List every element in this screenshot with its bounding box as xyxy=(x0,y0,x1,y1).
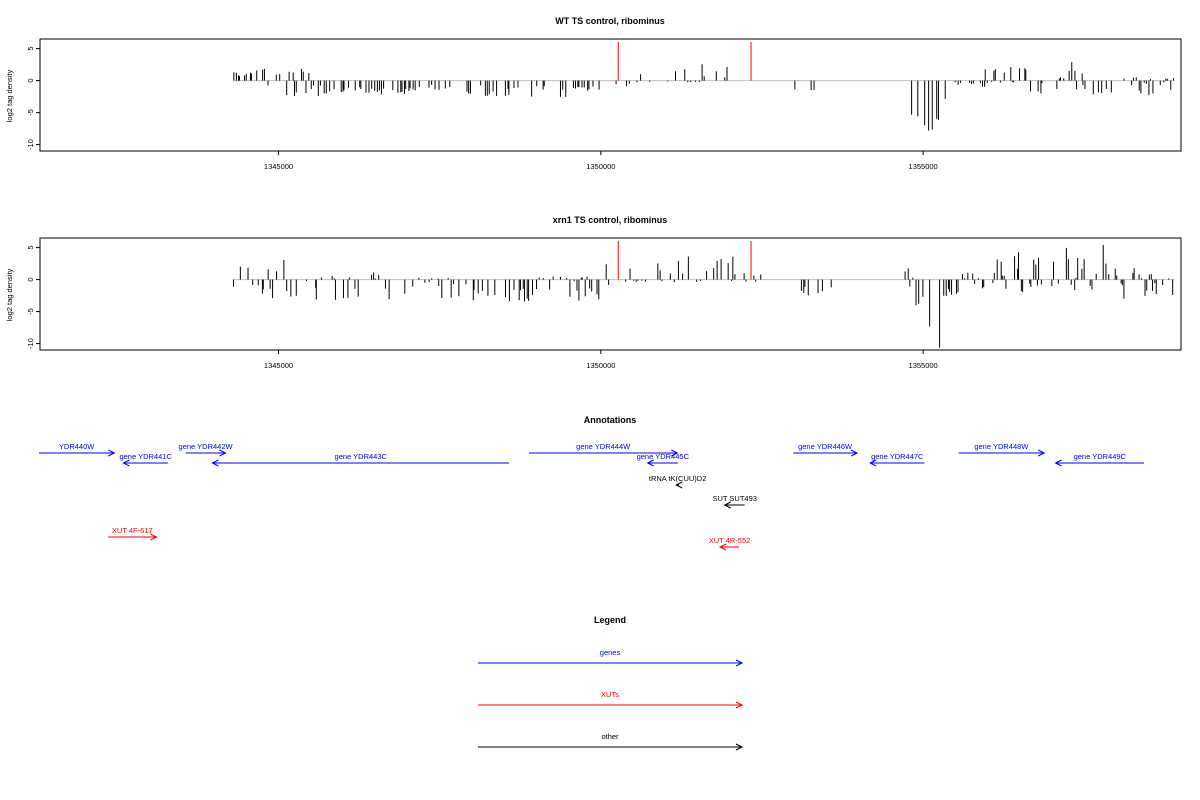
feature: gene YDR444W xyxy=(529,442,679,457)
feature-label: gene YDR446W xyxy=(798,442,853,451)
feature: XUT 4R-552 xyxy=(709,536,751,551)
arrow-head xyxy=(122,459,130,467)
plot-frame xyxy=(39,38,1182,152)
arrow-head xyxy=(211,459,219,467)
density-bars xyxy=(233,42,1175,131)
y-tick-label: -5 xyxy=(26,109,35,116)
arrow-head xyxy=(219,449,227,457)
x-tick-label: 1345000 xyxy=(264,361,293,370)
legend-label: genes xyxy=(600,648,621,657)
y-tick-label: -10 xyxy=(26,338,35,349)
feature-label: gene YDR447C xyxy=(871,452,924,461)
legend-items: genes XUTs other xyxy=(478,648,744,751)
arrow-head xyxy=(850,449,859,457)
arrow-head xyxy=(719,543,727,551)
arrow-head xyxy=(1054,459,1062,467)
chart-title: xrn1 TS control, ribominus xyxy=(553,215,668,225)
y-axis: 5 0 -5 -10 xyxy=(26,47,41,150)
y-tick-label: -10 xyxy=(26,139,35,150)
x-axis: 1345000 1350000 1355000 xyxy=(264,150,938,171)
track-panel-wt: WT TS control, ribominus log2 tag densit… xyxy=(5,16,1182,171)
x-tick-label: 1355000 xyxy=(909,361,938,370)
density-bars xyxy=(232,241,1175,348)
annotations-track: Annotations YDR440W gene YDR441C gene YDR4… xyxy=(39,415,1144,551)
arrow-head xyxy=(108,449,116,457)
arrow-head xyxy=(735,743,744,751)
annotations-title: Annotations xyxy=(584,415,637,425)
feature-label: SUT SUT493 xyxy=(712,494,756,503)
feature-label: XUT 4R-552 xyxy=(709,536,751,545)
y-tick-label: 0 xyxy=(26,79,35,83)
arrow-head xyxy=(646,459,654,467)
legend-label: XUTs xyxy=(601,690,619,699)
feature: XUT 4F-617 xyxy=(108,526,158,541)
x-axis: 1345000 1350000 1355000 xyxy=(264,349,938,370)
feature: gene YDR447C xyxy=(869,452,925,467)
arrow-head xyxy=(723,501,731,509)
y-tick-label: 5 xyxy=(26,246,35,250)
feature: gene YDR446W xyxy=(793,442,859,457)
feature-list: YDR440W gene YDR441C gene YDR442W gene YDR4… xyxy=(39,442,1144,551)
feature: SUT SUT493 xyxy=(712,494,757,509)
arrow-head xyxy=(735,701,744,709)
x-tick-label: 1350000 xyxy=(586,162,615,171)
legend-item: XUTs xyxy=(478,690,744,709)
y-axis-label: log2 tag density xyxy=(5,268,14,321)
feature-label: gene YDR445C xyxy=(637,452,690,461)
feature-label: YDR440W xyxy=(59,442,95,451)
arrow-head xyxy=(675,481,683,489)
feature-label: XUT 4F-617 xyxy=(112,526,153,535)
x-tick-label: 1350000 xyxy=(586,361,615,370)
feature-label: gene YDR448W xyxy=(974,442,1029,451)
legend-item: genes xyxy=(478,648,744,667)
y-tick-label: -5 xyxy=(26,308,35,315)
legend-item: other xyxy=(478,732,744,751)
y-axis-label: log2 tag density xyxy=(5,69,14,122)
track-panel-xrn1: xrn1 TS control, ribominus log2 tag dens… xyxy=(5,215,1182,370)
feature: gene YDR449C xyxy=(1054,452,1144,467)
legend-title: Legend xyxy=(594,615,626,625)
arrow-head xyxy=(869,459,877,467)
feature-label: gene YDR441C xyxy=(119,452,172,461)
x-tick-label: 1345000 xyxy=(264,162,293,171)
plot-frame xyxy=(39,237,1182,351)
feature-label: gene YDR443C xyxy=(335,452,388,461)
y-tick-label: 5 xyxy=(26,47,35,51)
feature-label: gene YDR449C xyxy=(1074,452,1127,461)
feature-label: gene YDR442W xyxy=(179,442,234,451)
feature: gene YDR443C xyxy=(211,452,510,467)
legend-label: other xyxy=(601,732,619,741)
feature-label: gene YDR444W xyxy=(576,442,631,451)
feature: YDR440W xyxy=(39,442,116,457)
legend: Legend genes XUTs other xyxy=(478,615,744,751)
feature: gene YDR442W xyxy=(179,442,234,457)
arrow-head xyxy=(150,533,158,541)
chart-title: WT TS control, ribominus xyxy=(555,16,665,26)
feature: gene YDR441C xyxy=(119,452,172,467)
arrow-head xyxy=(671,449,679,457)
y-tick-label: 0 xyxy=(26,278,35,282)
x-tick-label: 1355000 xyxy=(909,162,938,171)
arrow-head xyxy=(1037,449,1046,457)
y-axis: 5 0 -5 -10 xyxy=(26,246,41,349)
arrow-head xyxy=(735,659,744,667)
feature: gene YDR445C xyxy=(637,452,690,467)
feature: tRNA tK(CUU)D2 xyxy=(649,474,707,489)
feature-label: tRNA tK(CUU)D2 xyxy=(649,474,707,483)
feature: gene YDR448W xyxy=(958,442,1046,457)
